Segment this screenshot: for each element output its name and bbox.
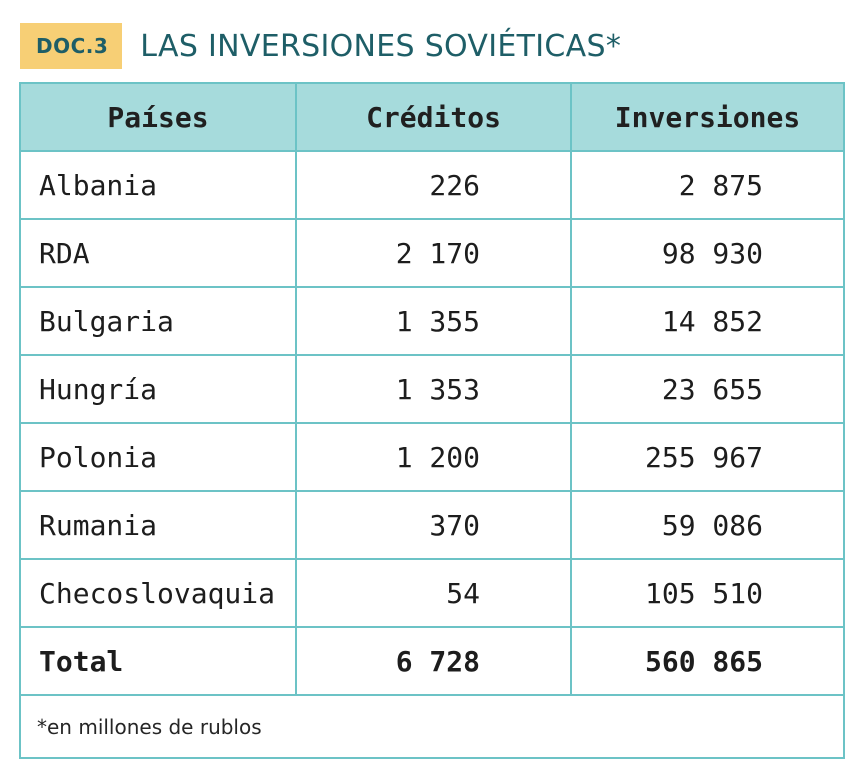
table-row: Rumania 370 59 086 — [21, 490, 843, 560]
cell-inversiones: 14 852 — [570, 286, 843, 356]
cell-inversiones: 98 930 — [570, 218, 843, 288]
cell-total-inversiones: 560 865 — [570, 626, 843, 696]
cell-inversiones: 23 655 — [570, 354, 843, 424]
cell-inversiones: 255 967 — [570, 422, 843, 492]
table-row: Bulgaria 1 355 14 852 — [21, 286, 843, 356]
table-total-row: Total 6 728 560 865 — [21, 626, 843, 696]
cell-country: Bulgaria — [21, 286, 297, 356]
table-header-row: Países Créditos Inversiones — [21, 84, 843, 152]
cell-creditos: 226 — [295, 150, 572, 220]
cell-creditos: 54 — [295, 558, 572, 628]
table-row: Checoslovaquia 54 105 510 — [21, 558, 843, 628]
cell-creditos: 1 200 — [295, 422, 572, 492]
column-header-inversiones: Inversiones — [570, 84, 843, 152]
cell-country: Polonia — [21, 422, 297, 492]
cell-creditos: 1 353 — [295, 354, 572, 424]
document-header: DOC.3 LAS INVERSIONES SOVIÉTICAS* — [20, 22, 621, 70]
column-header-creditos: Créditos — [295, 84, 572, 152]
investments-table: Países Créditos Inversiones Albania 226 … — [19, 82, 845, 759]
data-table: Países Créditos Inversiones Albania 226 … — [21, 84, 843, 758]
table-row: Polonia 1 200 255 967 — [21, 422, 843, 492]
table-row: Hungría 1 353 23 655 — [21, 354, 843, 424]
cell-inversiones: 2 875 — [570, 150, 843, 220]
cell-inversiones: 59 086 — [570, 490, 843, 560]
cell-country: Hungría — [21, 354, 297, 424]
footnote: *en millones de rublos — [21, 694, 843, 758]
cell-country: RDA — [21, 218, 297, 288]
cell-country: Checoslovaquia — [21, 558, 297, 628]
cell-country: Rumania — [21, 490, 297, 560]
doc-badge: DOC.3 — [20, 23, 123, 69]
cell-creditos: 2 170 — [295, 218, 572, 288]
cell-creditos: 370 — [295, 490, 572, 560]
cell-country: Albania — [21, 150, 297, 220]
column-header-paises: Países — [21, 84, 297, 152]
cell-inversiones: 105 510 — [570, 558, 843, 628]
table-footnote-row: *en millones de rublos — [21, 694, 843, 758]
cell-total-label: Total — [21, 626, 297, 696]
table-row: RDA 2 170 98 930 — [21, 218, 843, 288]
table-row: Albania 226 2 875 — [21, 150, 843, 220]
cell-creditos: 1 355 — [295, 286, 572, 356]
doc-title: LAS INVERSIONES SOVIÉTICAS* — [140, 28, 622, 64]
cell-total-creditos: 6 728 — [295, 626, 572, 696]
